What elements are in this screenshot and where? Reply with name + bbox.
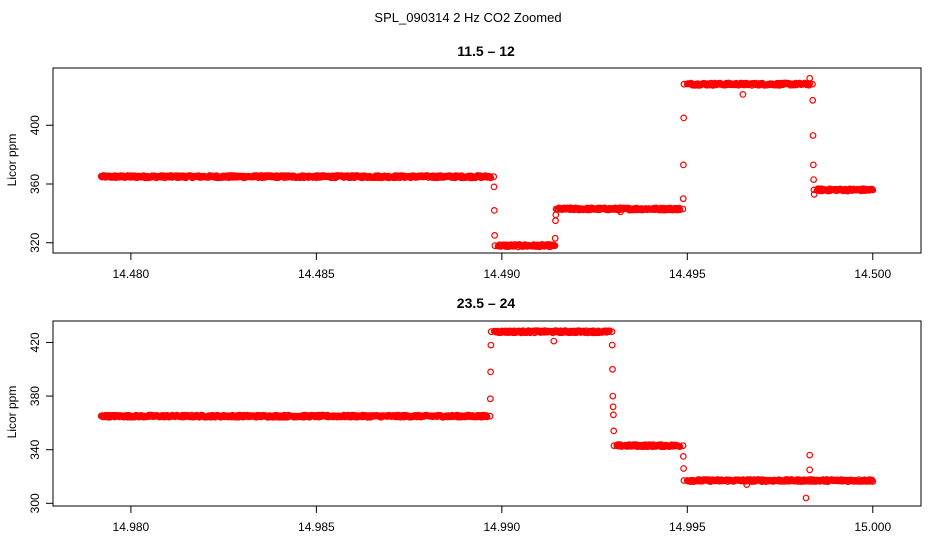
panel-top-transition-point [552,211,560,219]
panel-top-x-tick-label: 14.490 [483,267,520,281]
panel-top-transition-point [490,183,498,191]
panel-top-transition-point [810,186,818,194]
panel-top-transition-point [491,242,499,250]
panel-bottom-transition-point [608,328,616,336]
panel-top-x-tick-label: 14.495 [669,267,706,281]
panel-top-transition-point [680,161,687,169]
panel-bottom-transition-point [610,411,617,419]
panel-bottom-y-tick-label: 380 [28,386,42,406]
panel-top-transition-point [491,231,499,239]
panel-top-y-axis: 320 360 400 [28,115,54,253]
panel-bottom-title: 23.5 – 24 [457,295,516,311]
panel-top-transition-point [809,132,817,139]
panel-bottom-y-tick-label: 340 [28,439,42,459]
panel-top-transition-point [809,161,817,169]
panel-top-outlier-point [617,208,624,216]
panel-top-transition-point [679,205,687,213]
panel-top-x-tick-label: 14.485 [298,267,335,281]
panel-top-y-tick-label: 400 [28,115,42,135]
panel-bottom-y-axis: 300 340 380 420 [28,332,54,513]
panel-top-transition-point [680,114,688,122]
panel-bottom-y-tick-label: 300 [28,493,42,513]
panel-bottom-transition-point [609,365,616,373]
panel-bottom-transition-point [608,341,616,349]
panel-bottom-outlier-point [806,451,814,459]
panel-top-transition-point [551,234,559,242]
panel-bottom-x-tick-label: 14.995 [669,520,706,534]
panel-top-ylabel: Licor ppm [5,134,19,187]
panel-top-outlier-point [806,74,814,82]
panel-bottom-outlier-point [802,494,810,502]
figure-title: SPL_090314 2 Hz CO2 Zoomed [374,10,561,25]
panel-top-transition-point [490,206,498,214]
panel-bottom-data-point [605,328,613,336]
panel-bottom-transition-point [486,395,494,403]
panel-top: 11.5 – 12 Licor ppm 14.480 14.485 14.490 14… [5,43,922,281]
panel-top-transition-point [810,190,818,198]
panel-bottom-outlier-point [550,337,558,345]
panel-top-x-axis: 14.480 14.485 14.490 14.495 14.500 [113,252,891,281]
panel-top-transition-point [679,195,687,203]
panel-bottom-y-tick-label: 420 [28,332,42,352]
panel-bottom-outlier-point [743,481,751,489]
panel-bottom-transition-point [487,328,495,336]
panel-bottom-points [97,327,877,502]
panel-top-data-point [676,206,684,214]
panel-top-x-tick-label: 14.500 [854,267,891,281]
panel-top-transition-point [552,217,559,225]
panel-bottom-transition-point [487,341,495,349]
panel-top-transition-point [680,80,688,88]
panel-top-data-point [487,174,495,182]
panel-top-plot-frame [52,67,922,254]
panel-bottom-data-point [869,478,877,485]
panel-bottom-transition-point [610,442,618,450]
panel-top-data-point [869,186,877,194]
panel-bottom-transition-point [680,477,688,484]
panel-bottom-x-tick-label: 14.990 [483,520,520,534]
panel-bottom-data-point [676,443,684,451]
panel-bottom-transition-point [610,427,618,435]
panel-bottom-transition-point [679,442,687,450]
panel-bottom-outlier-point [806,466,814,474]
panel-bottom-ylabel: Licor ppm [5,386,19,439]
panel-top-transition-point [809,96,817,104]
panel-bottom-transition-point [487,368,495,376]
panel-bottom-x-tick-label: 14.980 [113,520,150,534]
panel-top-transition-point [551,242,559,250]
panel-bottom-x-axis: 14.980 14.985 14.990 14.995 15.000 [113,505,891,534]
panel-bottom-transition-point [486,412,494,420]
panel-top-y-tick-label: 360 [28,174,42,194]
panel-bottom-data-point [483,413,491,421]
panel-top-transition-point [810,176,817,184]
panel-bottom-transition-point [609,392,617,400]
panel-top-outlier-point [739,90,747,98]
panel-top-title: 11.5 – 12 [457,43,515,59]
panel-bottom-transition-point [679,453,687,460]
panel-bottom: 23.5 – 24 Licor ppm 14.980 14.985 14.990 14… [5,295,922,534]
panel-top-x-tick-label: 14.480 [113,267,150,281]
panel-top-transition-point [809,80,816,88]
panel-top-data-point [868,185,876,193]
panel-top-transition-point [552,205,560,213]
panel-bottom-x-tick-label: 14.985 [298,520,335,534]
panel-top-points [97,74,877,251]
panel-bottom-x-tick-label: 15.000 [854,520,891,534]
panel-bottom-transition-point [680,465,687,472]
panel-bottom-transition-point [609,403,617,411]
panel-top-transition-point [490,173,498,181]
panel-top-y-tick-label: 320 [28,232,42,252]
